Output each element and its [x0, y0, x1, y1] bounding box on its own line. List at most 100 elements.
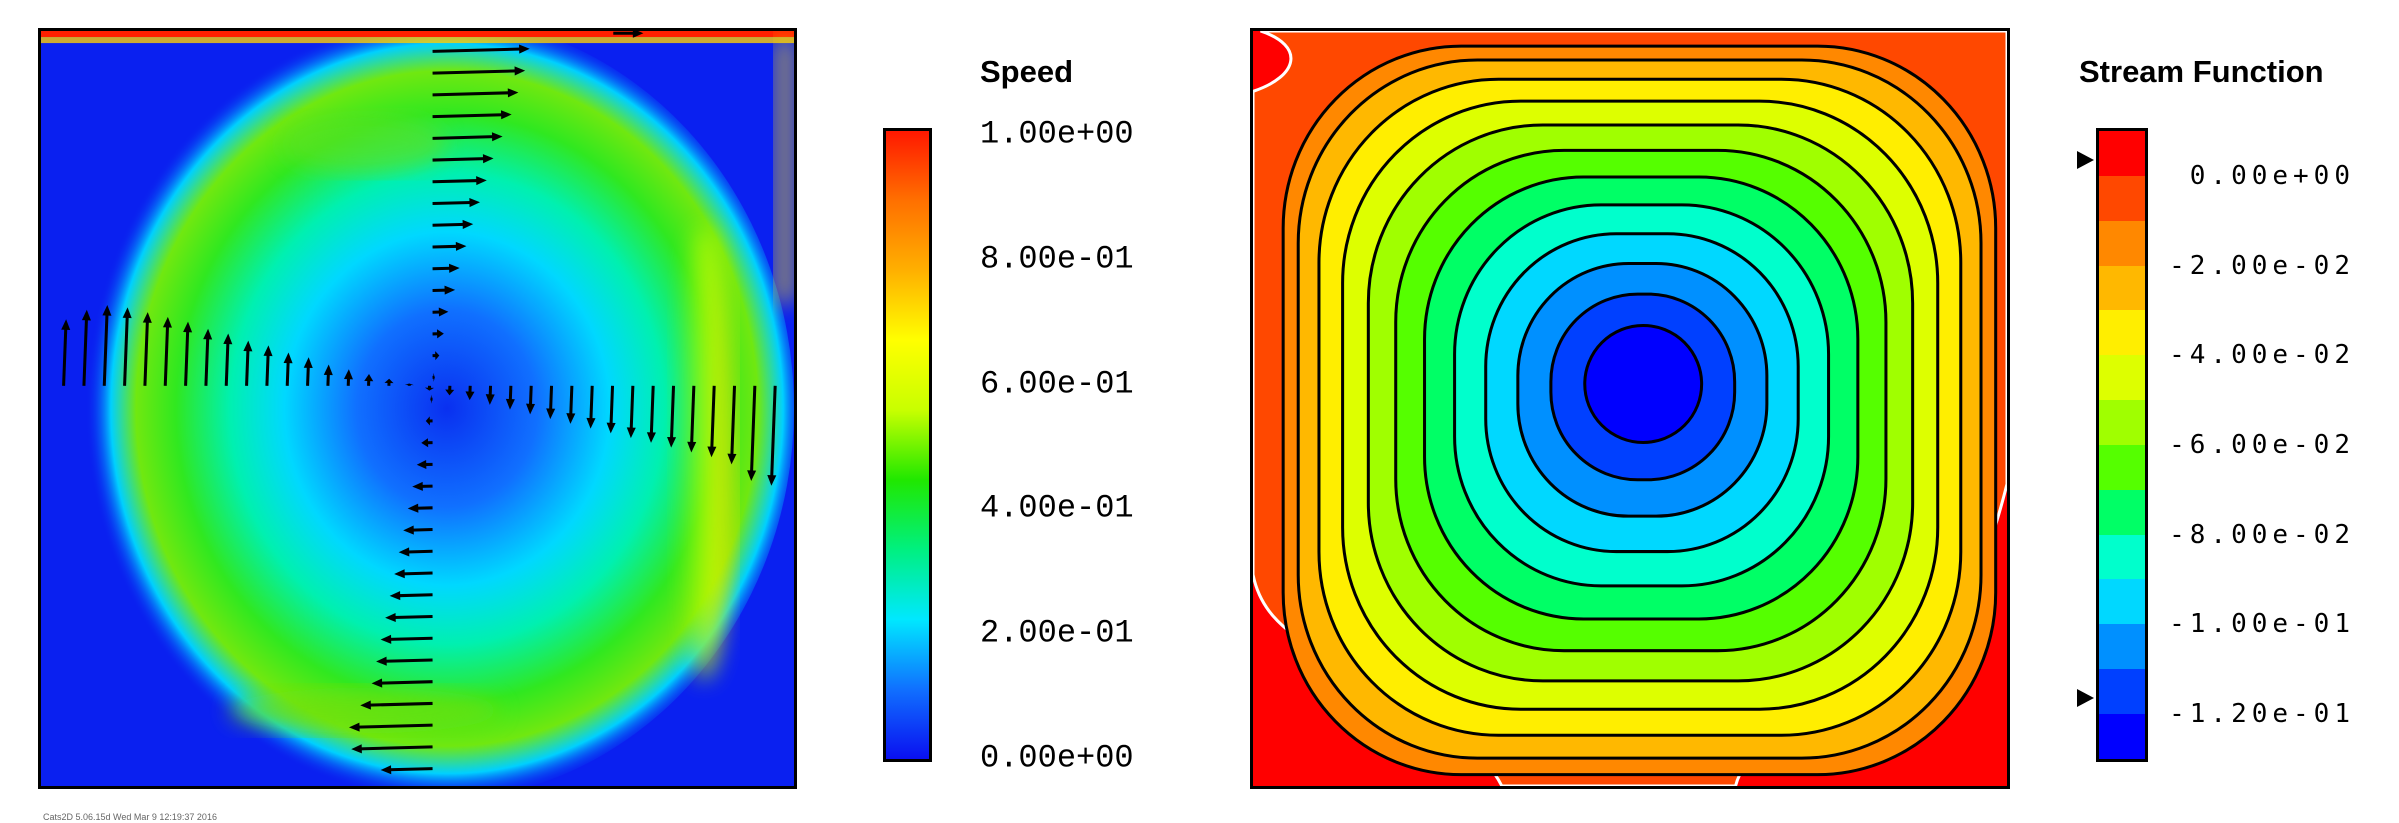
stream-function-tick-label: -6.00e-02 — [2169, 430, 2355, 460]
velocity-arrow — [283, 352, 293, 386]
colorbar-band — [2099, 713, 2145, 759]
velocity-arrow — [646, 385, 656, 443]
speed-tick-label: 1.00e+00 — [980, 115, 1134, 153]
stream-function-tick-label: -1.00e-01 — [2169, 609, 2355, 640]
velocity-arrow — [626, 385, 636, 439]
stream-function-plot — [1250, 28, 2010, 789]
velocity-arrow — [526, 385, 536, 415]
colorbar-band — [2099, 579, 2145, 625]
colorbar-band — [2099, 669, 2145, 714]
stream-contour — [1583, 323, 1704, 444]
velocity-arrow — [351, 744, 433, 754]
colorbar-band — [2099, 131, 2145, 176]
velocity-arrow — [343, 369, 353, 386]
speed-title: Speed — [980, 54, 1074, 89]
stream-function-title: Stream Function — [2079, 54, 2324, 89]
colorbar-marker-arrow-icon — [2077, 150, 2094, 169]
velocity-arrow — [432, 110, 512, 120]
velocity-arrow — [407, 503, 433, 513]
velocity-arrow — [323, 364, 333, 386]
velocity-arrow — [432, 329, 444, 339]
velocity-arrow — [203, 328, 213, 386]
velocity-arrow — [566, 385, 576, 424]
velocity-arrow — [432, 372, 435, 382]
stream-function-colorbar — [2096, 128, 2148, 762]
velocity-arrow — [432, 263, 460, 273]
velocity-arrow — [384, 378, 394, 386]
velocity-arrow — [432, 44, 530, 54]
velocity-arrow — [303, 357, 313, 386]
speed-field — [41, 31, 794, 786]
velocity-arrow — [376, 656, 433, 666]
velocity-arrow — [102, 304, 112, 386]
stream-function-tick-label: 0.00e+00 — [2189, 160, 2355, 191]
colorbar-band — [2099, 265, 2145, 311]
stream-function-tick-label: -2.00e-02 — [2169, 250, 2355, 281]
colorbar-band — [2099, 444, 2145, 490]
colorbar-band — [2099, 355, 2145, 401]
velocity-arrow — [425, 416, 433, 426]
velocity-arrow — [432, 219, 474, 229]
velocity-arrow — [606, 385, 616, 434]
velocity-arrow — [404, 383, 414, 386]
velocity-arrow — [727, 385, 737, 465]
velocity-arrow — [183, 321, 193, 386]
speed-tick-label: 2.00e-01 — [980, 614, 1134, 652]
colorbar-band — [2099, 220, 2145, 266]
velocity-arrow — [394, 569, 433, 579]
velocity-arrow — [707, 385, 717, 458]
stream-function-tick-label: -1.20e-01 — [2169, 699, 2355, 730]
colorbar-band — [2099, 624, 2145, 670]
velocity-arrow — [465, 385, 475, 401]
colorbar-band — [2099, 175, 2145, 221]
velocity-arrow — [403, 525, 433, 535]
velocity-arrow — [389, 591, 433, 601]
velocity-arrow — [416, 459, 433, 470]
velocity-arrow — [380, 765, 433, 775]
velocity-arrow — [432, 66, 526, 76]
speed-tick-label: 0.00e+00 — [980, 739, 1134, 777]
velocity-arrow — [430, 394, 433, 404]
velocity-arrow — [546, 385, 556, 420]
velocity-arrow — [223, 333, 233, 386]
speed-tick-label: 8.00e-01 — [980, 240, 1134, 278]
speed-plot — [38, 28, 797, 789]
stream-function-field — [1253, 31, 2007, 786]
velocity-arrow — [424, 385, 434, 391]
velocity-arrow — [485, 385, 495, 405]
velocity-arrow — [364, 373, 374, 386]
velocity-arrow — [398, 547, 433, 557]
velocity-arrow — [445, 385, 455, 396]
speed-tick-label: 6.00e-01 — [980, 365, 1134, 403]
velocity-arrow — [385, 612, 433, 623]
velocity-arrow — [421, 438, 433, 448]
colorbar-band — [2099, 400, 2145, 445]
velocity-arrow — [767, 385, 777, 486]
velocity-arrow — [432, 176, 487, 186]
velocity-arrow — [667, 385, 677, 448]
velocity-arrow — [122, 307, 132, 386]
velocity-arrow — [243, 340, 253, 386]
colorbar-band — [2099, 534, 2145, 580]
speed-colorbar — [883, 128, 932, 762]
stream-function-tick-label: -8.00e-02 — [2169, 519, 2355, 550]
velocity-arrow — [432, 351, 440, 361]
velocity-arrow — [432, 307, 449, 317]
stream-function-tick-label: -4.00e-02 — [2169, 340, 2355, 371]
speed-tick-label: 4.00e-01 — [980, 489, 1134, 527]
velocity-arrow — [360, 700, 433, 710]
velocity-arrow — [432, 241, 467, 251]
velocity-arrow — [412, 481, 433, 491]
velocity-arrow — [432, 132, 503, 142]
velocity-arrow — [81, 309, 91, 386]
colorbar-band — [2099, 489, 2145, 535]
velocity-arrow — [432, 285, 456, 295]
velocity-arrow — [162, 316, 172, 386]
velocity-arrow — [371, 678, 433, 688]
velocity-arrow — [432, 88, 519, 98]
velocity-arrow — [586, 385, 596, 429]
colorbar-marker-arrow-icon — [2077, 689, 2094, 708]
velocity-arrow — [432, 198, 480, 208]
velocity-arrow — [263, 345, 273, 386]
velocity-vectors — [61, 31, 777, 775]
